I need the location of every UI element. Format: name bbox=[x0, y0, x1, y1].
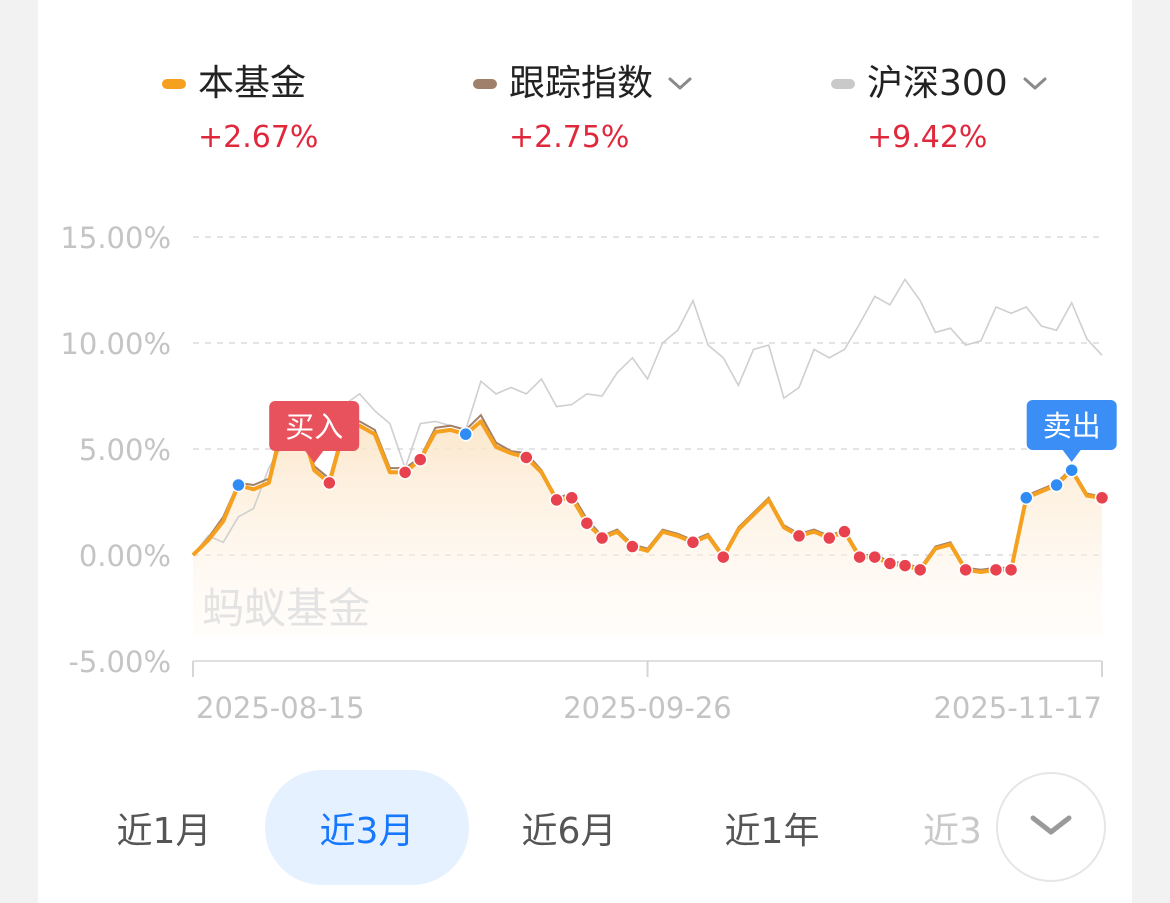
buy-point bbox=[1003, 562, 1019, 578]
index-swatch bbox=[473, 79, 497, 89]
buy-point bbox=[413, 452, 428, 467]
y-tick-label: -5.00% bbox=[68, 645, 171, 679]
buy-point bbox=[852, 549, 867, 565]
buy-point bbox=[1094, 490, 1110, 506]
watermark: 蚂蚁基金 bbox=[202, 584, 370, 633]
label-pointer bbox=[305, 451, 324, 463]
y-tick-label: 5.00% bbox=[79, 433, 171, 467]
fund-swatch bbox=[162, 79, 186, 89]
sell-point bbox=[231, 477, 246, 493]
chevron-down-icon[interactable] bbox=[667, 76, 693, 92]
label-box bbox=[1026, 400, 1117, 450]
buy-point bbox=[564, 490, 579, 506]
sell-label: 卖出 bbox=[1026, 400, 1117, 462]
label-text: 卖出 bbox=[1043, 409, 1101, 443]
x-tick-label: 2025-09-26 bbox=[563, 691, 732, 725]
label-pointer bbox=[1062, 450, 1081, 462]
buy-point bbox=[685, 535, 701, 550]
buy-point bbox=[549, 492, 564, 508]
y-tick-label: 0.00% bbox=[79, 539, 171, 573]
legend-index-label: 跟踪指数 bbox=[509, 63, 654, 104]
y-tick-label: 10.00% bbox=[60, 327, 171, 361]
buy-point bbox=[958, 562, 973, 578]
legend-fund-change: +2.67% bbox=[198, 120, 319, 155]
chevron-down-icon[interactable] bbox=[1022, 76, 1048, 92]
buy-point bbox=[397, 465, 413, 480]
legend-csi300-change: +9.42% bbox=[867, 120, 988, 155]
buy-point bbox=[837, 524, 852, 539]
fund-area bbox=[193, 419, 1102, 636]
buy-point bbox=[594, 530, 610, 546]
label-text: 买入 bbox=[285, 410, 343, 444]
performance-chart[interactable]: 15.00% 10.00% 5.00% 0.00% -5.00% 蚂蚁基金 2025-0… bbox=[0, 0, 1170, 760]
chart-card bbox=[38, 0, 1132, 903]
legend-index[interactable]: 跟踪指数 +2.75% bbox=[473, 60, 693, 158]
chevron-down-icon bbox=[1029, 812, 1073, 842]
expand-tabs-button[interactable] bbox=[996, 772, 1106, 882]
buy-point bbox=[579, 515, 595, 531]
sell-point bbox=[1064, 462, 1079, 478]
buy-point bbox=[791, 528, 807, 544]
x-tick-label: 2025-08-15 bbox=[196, 691, 365, 725]
tab-3m[interactable]: 近3月 bbox=[265, 770, 469, 885]
buy-point bbox=[322, 475, 337, 491]
tab-1y[interactable]: 近1年 bbox=[724, 810, 820, 852]
sell-point bbox=[458, 426, 473, 442]
buy-label: 买入 bbox=[269, 401, 360, 463]
sell-point bbox=[1049, 477, 1064, 493]
legend-index-change: +2.75% bbox=[509, 120, 630, 155]
tab-6m[interactable]: 近6月 bbox=[521, 810, 617, 852]
tab-1m[interactable]: 近1月 bbox=[116, 810, 212, 852]
legend-csi300[interactable]: 沪深300 +9.42% bbox=[831, 60, 1048, 158]
buy-point bbox=[882, 556, 898, 571]
buy-point bbox=[519, 450, 534, 465]
legend-fund-label: 本基金 bbox=[198, 63, 307, 104]
period-tabs: 近1月 近3月 近6月 近1年 近3 bbox=[0, 770, 1170, 885]
legend-csi300-label: 沪深300 bbox=[867, 63, 1008, 104]
buy-point bbox=[867, 549, 882, 565]
sell-point bbox=[1019, 490, 1034, 506]
buy-point bbox=[988, 562, 1004, 578]
x-tick-label: 2025-11-17 bbox=[933, 691, 1102, 725]
y-tick-label: 15.00% bbox=[60, 221, 171, 255]
buy-point bbox=[897, 558, 913, 573]
buy-point bbox=[625, 539, 640, 554]
tab-3y[interactable]: 近3 bbox=[923, 810, 982, 852]
buy-point bbox=[822, 530, 837, 546]
csi300-swatch bbox=[831, 79, 855, 89]
label-box bbox=[269, 401, 360, 451]
legend-fund[interactable]: 本基金 +2.67% bbox=[162, 60, 318, 158]
buy-point bbox=[716, 549, 731, 565]
buy-point bbox=[912, 562, 928, 578]
